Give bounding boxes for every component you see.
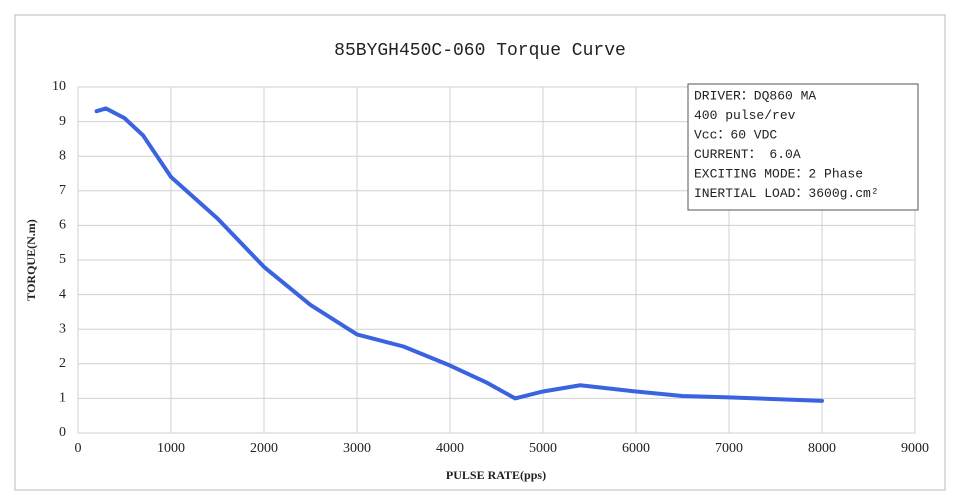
x-tick-label: 4000	[436, 441, 464, 456]
x-axis-label: PULSE RATE(pps)	[446, 468, 546, 482]
x-tick-label: 9000	[901, 441, 929, 456]
info-line: DRIVER：DQ860 MA	[694, 88, 816, 103]
x-tick-label: 7000	[715, 441, 743, 456]
x-tick-label: 2000	[250, 441, 278, 456]
info-box-frame	[687, 83, 919, 211]
x-tick-label: 5000	[529, 441, 557, 456]
y-tick-label: 7	[59, 183, 66, 198]
y-tick-label: 3	[59, 321, 66, 336]
y-tick-label: 6	[59, 218, 66, 233]
x-tick-label: 0	[75, 441, 82, 456]
info-line: 400 pulse/rev	[694, 108, 796, 123]
x-tick-label: 1000	[157, 441, 185, 456]
info-box: DRIVER：DQ860 MA 400 pulse/rev Vcc：60 VDC CU…	[687, 83, 919, 211]
grid: 0 1 2 3 4 5 6 7 8 9 10 0 1000 2000 3000 4000 5000 6000 700…	[52, 79, 929, 456]
x-tick-label: 8000	[808, 441, 836, 456]
line-series	[94, 106, 824, 403]
y-tick-label: 1	[59, 391, 66, 406]
y-tick-label: 9	[59, 114, 66, 129]
y-tick-label: 5	[59, 252, 66, 267]
x-tick-label: 3000	[343, 441, 371, 456]
y-tick-label: 10	[52, 79, 66, 94]
y-tick-label: 8	[59, 148, 66, 163]
info-line: Vcc：60 VDC	[694, 127, 777, 142]
info-line: INERTIAL LOAD：3600g.cm²	[694, 186, 879, 201]
y-axis-label: TORQUE(N.m)	[24, 219, 38, 300]
info-line: EXCITING MODE：2 Phase	[694, 166, 863, 181]
y-tick-label: 0	[59, 425, 66, 440]
info-line: CURRENT： 6.0A	[694, 147, 801, 162]
y-tick-label: 2	[59, 356, 66, 371]
x-tick-label: 6000	[622, 441, 650, 456]
plot	[94, 106, 824, 403]
chart-border	[14, 14, 946, 491]
y-tick-label: 4	[59, 287, 66, 302]
chart-title: 85BYGH450C-060 Torque Curve	[334, 41, 626, 61]
